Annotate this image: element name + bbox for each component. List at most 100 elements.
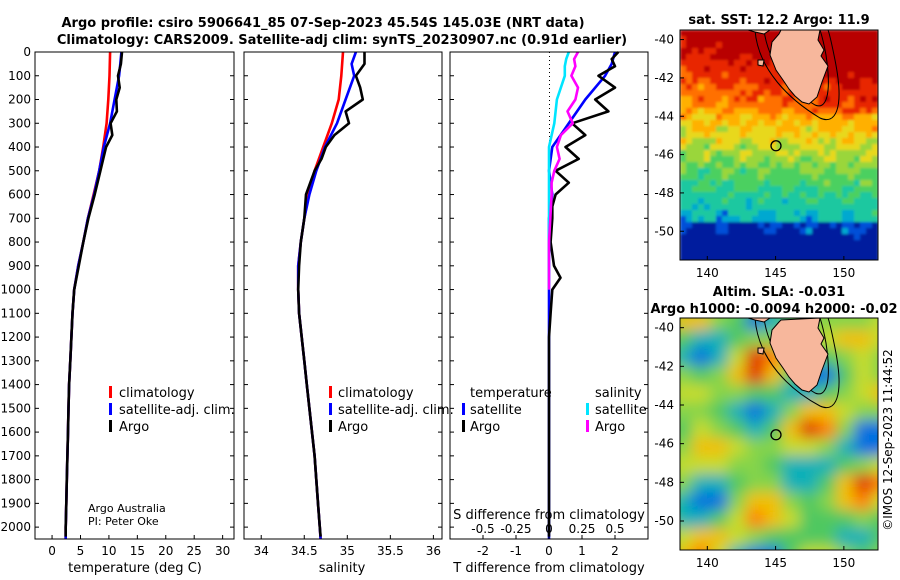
- sst-cell: [812, 234, 819, 241]
- sst-cell: [842, 222, 849, 229]
- sst-cell: [818, 108, 825, 115]
- sst-cell: [686, 90, 693, 97]
- sst-cell: [854, 96, 861, 103]
- sst-cell: [728, 222, 735, 229]
- sla-cell: [746, 402, 764, 420]
- sst-cell: [686, 204, 693, 211]
- sla-cell: [692, 366, 710, 384]
- sla-cell: [872, 366, 878, 384]
- sst-cell: [716, 228, 723, 235]
- sst-cell: [866, 36, 873, 43]
- sst-cell: [854, 114, 861, 121]
- sst-cell: [866, 198, 873, 205]
- sst-cell: [866, 258, 873, 260]
- sst-cell: [722, 150, 729, 157]
- sst-cell: [722, 228, 729, 235]
- sst-cell: [788, 204, 795, 211]
- sst-cell: [842, 66, 849, 73]
- sst-cell: [746, 60, 753, 67]
- sst-cell: [764, 108, 771, 115]
- sst-cell: [716, 210, 723, 217]
- sst-cell: [758, 42, 765, 49]
- sst-cell: [722, 210, 729, 217]
- sst-cell: [830, 252, 837, 259]
- sst-cell: [788, 180, 795, 187]
- sst-cell: [818, 114, 825, 121]
- sla-cell: [746, 384, 764, 402]
- sla-cell: [680, 402, 692, 420]
- sst-cell: [728, 258, 735, 260]
- sst-cell: [686, 54, 693, 61]
- sst-cell: [752, 138, 759, 145]
- sst-cell: [710, 96, 717, 103]
- sla-cell: [764, 492, 782, 510]
- sst-cell: [758, 222, 765, 229]
- sst-cell: [752, 228, 759, 235]
- sst-cell: [794, 222, 801, 229]
- sst-cell: [770, 30, 777, 37]
- sst-island-west: [757, 59, 765, 67]
- legend2-satellite-marker: [329, 403, 332, 415]
- sst-cell: [776, 204, 783, 211]
- sst-cell: [704, 210, 711, 217]
- sst-cell: [758, 84, 765, 91]
- sst-cell: [698, 66, 705, 73]
- sst-cell: [776, 198, 783, 205]
- sst-cell: [788, 132, 795, 139]
- sst-cell: [722, 84, 729, 91]
- sst-cell: [680, 192, 687, 199]
- sst-cell: [734, 72, 741, 79]
- sst-cell: [836, 240, 843, 247]
- sst-cell: [752, 84, 759, 91]
- sst-cell: [686, 138, 693, 145]
- sst-cell: [734, 228, 741, 235]
- sst-cell: [692, 96, 699, 103]
- sla-ytick-label: -44: [654, 398, 674, 412]
- sst-cell: [704, 84, 711, 91]
- sla-cell: [746, 456, 764, 474]
- sst-cell: [872, 198, 878, 205]
- sst-cell: [836, 192, 843, 199]
- legend-s-satellite-marker: [586, 403, 589, 415]
- sst-cell: [764, 192, 771, 199]
- sst-cell: [812, 210, 819, 217]
- sst-cell: [704, 114, 711, 121]
- sla-island-west: [757, 347, 765, 355]
- sst-cell: [698, 84, 705, 91]
- sst-cell: [806, 162, 813, 169]
- sst-cell: [698, 240, 705, 247]
- sst-cell: [770, 36, 777, 43]
- sst-cell: [812, 246, 819, 253]
- sla-cell: [746, 438, 764, 456]
- depth-tick-label: 1200: [0, 330, 31, 344]
- sst-cell: [866, 114, 873, 121]
- sst-cell: [686, 60, 693, 67]
- sst-cell: [680, 48, 687, 55]
- sst-cell: [722, 36, 729, 43]
- sst-cell: [812, 198, 819, 205]
- sst-cell: [710, 246, 717, 253]
- sst-cell: [770, 174, 777, 181]
- sst-cell: [854, 258, 861, 260]
- sla-cell: [836, 366, 854, 384]
- sst-cell: [860, 204, 867, 211]
- sst-cell: [704, 30, 711, 37]
- sst-cell: [806, 246, 813, 253]
- depth-tick-label: 800: [8, 235, 31, 249]
- sst-cell: [818, 204, 825, 211]
- sst-cell: [848, 150, 855, 157]
- sst-cell: [848, 210, 855, 217]
- sst-cell: [716, 138, 723, 145]
- sla-cell: [782, 384, 800, 402]
- sst-cell: [752, 120, 759, 127]
- sla-cell: [872, 492, 878, 510]
- depth-tick-label: 300: [8, 116, 31, 130]
- sst-cell: [842, 162, 849, 169]
- sst-cell: [728, 216, 735, 223]
- sst-cell: [782, 120, 789, 127]
- sst-cell: [698, 192, 705, 199]
- sst-cell: [680, 102, 687, 109]
- depth-tick-label: 1400: [0, 378, 31, 392]
- sst-cell: [812, 108, 819, 115]
- sst-cell: [686, 258, 693, 260]
